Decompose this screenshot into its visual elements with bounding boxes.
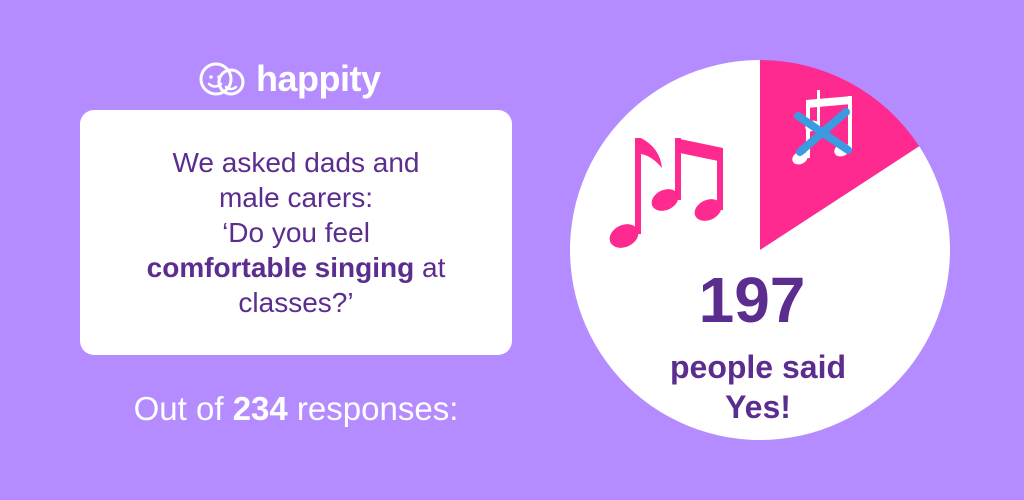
- responses-text: Out of 234 responses:: [80, 390, 512, 428]
- happity-face-icon: [199, 62, 245, 96]
- responses-suffix: responses:: [287, 390, 459, 427]
- question-after-bold: at: [414, 252, 446, 283]
- question-text: We asked dads and male carers: ‘Do you f…: [116, 145, 476, 320]
- question-line-5: classes?’: [238, 287, 354, 318]
- happity-logo: happity: [196, 58, 381, 100]
- question-line-3: ‘Do you feel: [222, 217, 370, 248]
- result-line-2: Yes!: [725, 389, 791, 425]
- question-line-2: male carers:: [218, 182, 374, 213]
- yes-count: 197: [699, 264, 806, 336]
- crossed-music-notes-icon: [792, 90, 852, 165]
- result-line-1: people said: [670, 349, 846, 385]
- responses-prefix: Out of: [133, 390, 233, 427]
- question-line-1: We asked dads and: [172, 147, 420, 178]
- responses-total: 234: [232, 390, 288, 427]
- logo-text: happity: [256, 58, 381, 99]
- pie-slice-yes: [570, 60, 950, 440]
- music-notes-icon: [609, 138, 723, 248]
- question-card: We asked dads and male carers: ‘Do you f…: [80, 110, 512, 355]
- question-bold: comfortable singing: [146, 252, 415, 283]
